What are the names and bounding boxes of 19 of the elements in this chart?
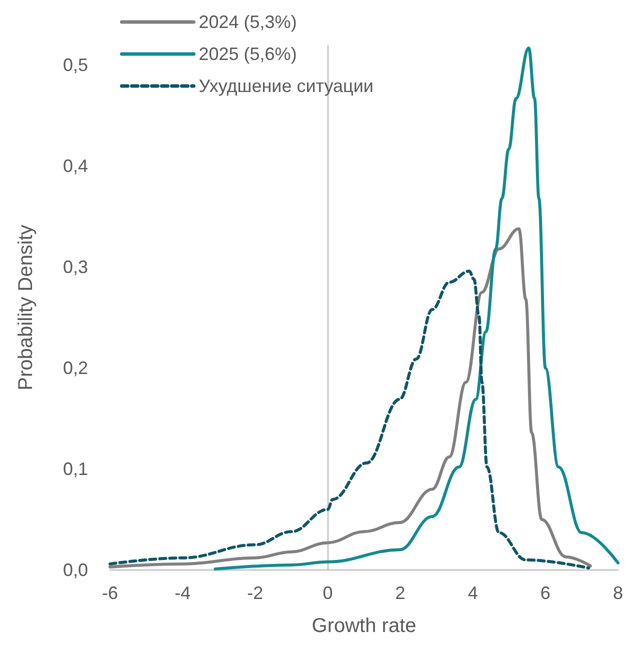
- y-tick-label: 0,4: [62, 156, 88, 176]
- x-tick-label: -4: [174, 583, 191, 603]
- y-tick-label: 0,3: [62, 257, 88, 278]
- x-tick-label: -2: [247, 583, 264, 603]
- legend-label: Ухудшение ситуации: [198, 76, 374, 96]
- y-axis-title: Probability Density: [15, 224, 37, 390]
- legend-label: 2025 (5,6%): [198, 44, 297, 64]
- legend-label: 2024 (5,3%): [198, 12, 297, 32]
- x-tick-label: 8: [612, 583, 623, 603]
- x-tick-label: -6: [102, 583, 118, 603]
- x-tick-label: 6: [540, 583, 550, 603]
- x-tick-label: 0: [322, 583, 333, 603]
- y-tick-label: 0,5: [62, 55, 88, 76]
- y-tick-label: 0,0: [62, 560, 88, 580]
- x-axis-title: Growth rate: [312, 615, 416, 637]
- x-tick-label: 2: [395, 583, 406, 603]
- y-tick-label: 0,1: [62, 459, 88, 480]
- x-tick-label: 4: [468, 583, 478, 603]
- y-tick-label: 0,2: [62, 358, 88, 378]
